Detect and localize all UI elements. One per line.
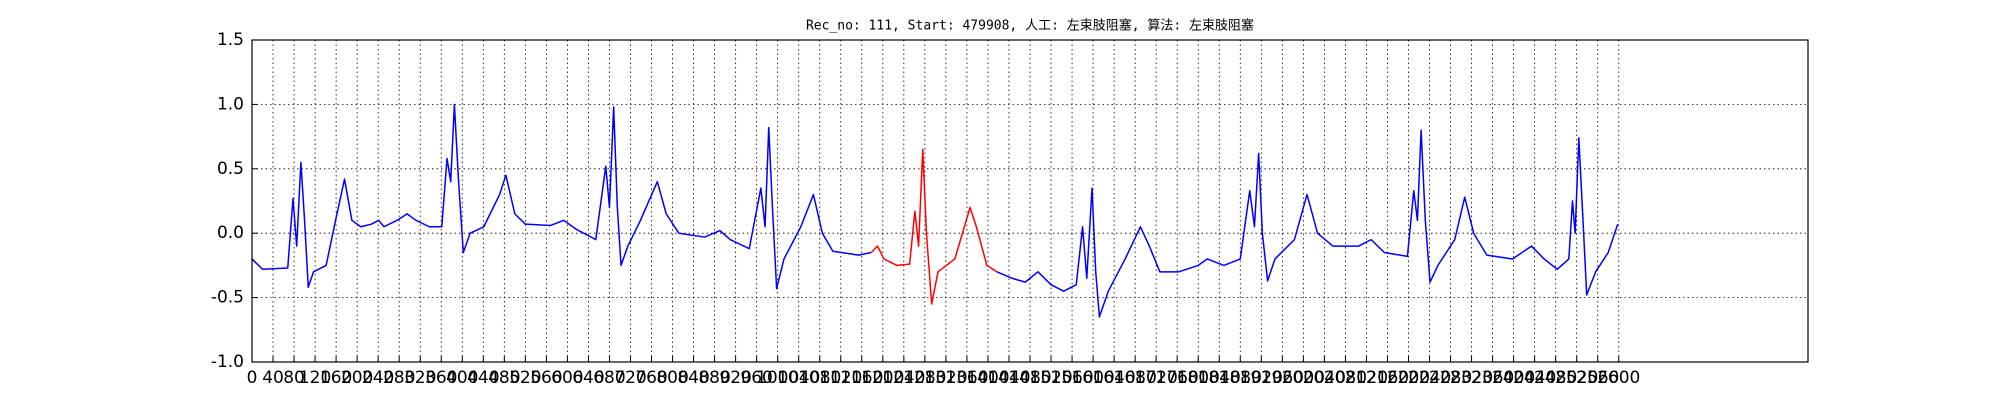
x-tick-label: 720 xyxy=(614,368,646,388)
y-tick-label: 0.0 xyxy=(217,223,244,243)
x-tick-label: 1320 xyxy=(924,368,967,388)
x-tick-label: 1840 xyxy=(1198,368,1241,388)
x-tick-label: 920 xyxy=(719,368,751,388)
x-tick-label: 2600 xyxy=(1597,368,1640,388)
y-tick-label: 1.0 xyxy=(217,94,244,114)
x-tick-label: 1520 xyxy=(1029,368,1072,388)
x-tick-label: 2320 xyxy=(1450,368,1493,388)
ecg-line xyxy=(251,103,1619,318)
x-tick-label: 1440 xyxy=(987,368,1030,388)
x-tick-label: 2520 xyxy=(1555,368,1598,388)
x-tick-label: 1680 xyxy=(1114,368,1157,388)
x-tick-label: 680 xyxy=(593,368,625,388)
x-tick-label: 2120 xyxy=(1345,368,1388,388)
x-tick-label: 1600 xyxy=(1071,368,1114,388)
x-tick-label: 2360 xyxy=(1471,368,1514,388)
x-tick-label: 1000 xyxy=(756,368,799,388)
y-tick-label: 1.5 xyxy=(217,30,244,50)
x-tick-label: 1200 xyxy=(861,368,904,388)
x-tick-label: 280 xyxy=(383,368,415,388)
x-tick-label: 1640 xyxy=(1092,368,1135,388)
x-tick-label: 1040 xyxy=(777,368,820,388)
x-tick-label: 2000 xyxy=(1282,368,1325,388)
x-tick-label: 160 xyxy=(320,368,352,388)
x-tick-label: 2560 xyxy=(1576,368,1619,388)
x-tick-label: 1960 xyxy=(1261,368,1304,388)
x-tick-label: 480 xyxy=(488,368,520,388)
x-tick-label: 1800 xyxy=(1177,368,1220,388)
x-tick-label: 2400 xyxy=(1492,368,1535,388)
x-tick-label: 80 xyxy=(283,368,305,388)
x-tick-label: 1400 xyxy=(966,368,1009,388)
x-tick-label: 2200 xyxy=(1387,368,1430,388)
x-tick-label: 760 xyxy=(635,368,667,388)
ecg-line xyxy=(870,148,998,305)
x-tick-label: 1080 xyxy=(798,368,841,388)
x-tick-label: 1240 xyxy=(882,368,925,388)
x-tick-label: 40 xyxy=(262,368,284,388)
x-tick-label: 1360 xyxy=(945,368,988,388)
x-tick-label: 520 xyxy=(509,368,541,388)
x-tick-label: 2440 xyxy=(1513,368,1556,388)
x-tick-label: 360 xyxy=(425,368,457,388)
x-tick-label: 0 xyxy=(247,368,258,388)
x-tick-label: 320 xyxy=(404,368,436,388)
y-tick-label: -1.0 xyxy=(211,352,244,372)
x-tick-label: 640 xyxy=(572,368,604,388)
x-tick-label: 1920 xyxy=(1240,368,1283,388)
x-tick-label: 1280 xyxy=(903,368,946,388)
x-tick-label: 1760 xyxy=(1156,368,1199,388)
y-tick-label: 0.5 xyxy=(217,159,244,179)
x-tick-label: 880 xyxy=(698,368,730,388)
x-tick-label: 240 xyxy=(362,368,394,388)
x-tick-label: 400 xyxy=(446,368,478,388)
x-tick-label: 600 xyxy=(551,368,583,388)
x-tick-label: 120 xyxy=(299,368,331,388)
x-tick-label: 840 xyxy=(677,368,709,388)
x-tick-label: 1480 xyxy=(1008,368,1051,388)
x-tick-label: 2080 xyxy=(1324,368,1367,388)
chart-title: Rec_no: 111, Start: 479908, 人工: 左束肢阻塞, 算… xyxy=(806,18,1254,34)
x-tick-label: 800 xyxy=(656,368,688,388)
x-tick-label: 560 xyxy=(530,368,562,388)
y-tick-label: -0.5 xyxy=(211,288,244,308)
x-tick-label: 2040 xyxy=(1303,368,1346,388)
x-tick-label: 2480 xyxy=(1534,368,1577,388)
plot-frame xyxy=(251,39,1809,363)
x-tick-label: 1720 xyxy=(1135,368,1178,388)
x-tick-label: 200 xyxy=(341,368,373,388)
x-tick-label: 960 xyxy=(740,368,772,388)
x-tick-label: 1560 xyxy=(1050,368,1093,388)
x-tick-label: 2160 xyxy=(1366,368,1409,388)
x-tick-label: 1880 xyxy=(1219,368,1262,388)
x-tick-label: 440 xyxy=(467,368,499,388)
x-tick-label: 2240 xyxy=(1408,368,1451,388)
x-tick-label: 1120 xyxy=(819,368,862,388)
x-tick-label: 2280 xyxy=(1429,368,1472,388)
x-tick-label: 1160 xyxy=(840,368,883,388)
